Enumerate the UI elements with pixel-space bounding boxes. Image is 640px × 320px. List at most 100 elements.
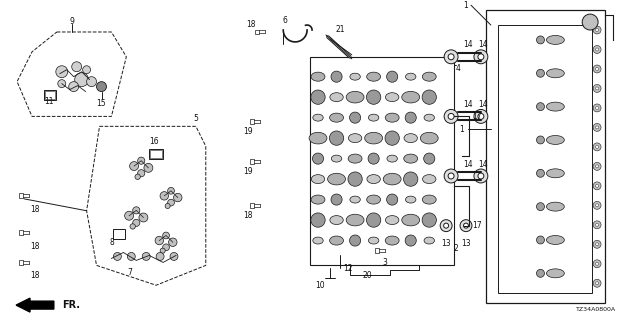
Circle shape [130, 162, 138, 171]
Circle shape [349, 112, 361, 123]
Text: TZ34A0800A: TZ34A0800A [576, 307, 616, 312]
Ellipse shape [424, 237, 435, 244]
Circle shape [331, 194, 342, 205]
Ellipse shape [385, 93, 399, 102]
Text: 14: 14 [463, 40, 473, 49]
Circle shape [596, 28, 598, 31]
Circle shape [367, 213, 381, 227]
Bar [310, 57, 454, 265]
Text: 8: 8 [109, 238, 114, 247]
Bar [19, 230, 23, 235]
Circle shape [474, 50, 488, 64]
Circle shape [132, 207, 140, 214]
Circle shape [596, 48, 598, 51]
Circle shape [448, 113, 454, 119]
Ellipse shape [420, 132, 438, 144]
Bar [486, 10, 605, 303]
Circle shape [474, 109, 488, 123]
Bar [374, 248, 379, 253]
Circle shape [368, 153, 379, 164]
Circle shape [536, 236, 545, 244]
Bar [498, 25, 592, 293]
Circle shape [75, 73, 88, 87]
Ellipse shape [311, 72, 325, 81]
Ellipse shape [311, 195, 325, 204]
Circle shape [536, 269, 545, 277]
Ellipse shape [328, 173, 346, 185]
Ellipse shape [385, 236, 399, 245]
Ellipse shape [422, 175, 436, 184]
Text: 6: 6 [283, 16, 287, 25]
Circle shape [596, 262, 598, 265]
Circle shape [596, 107, 598, 109]
Circle shape [163, 244, 170, 251]
Text: 5: 5 [193, 114, 198, 123]
Circle shape [444, 169, 458, 183]
Ellipse shape [547, 36, 564, 44]
Bar [19, 260, 23, 265]
Circle shape [404, 172, 418, 186]
Circle shape [536, 36, 545, 44]
Text: 13: 13 [442, 239, 451, 248]
Circle shape [422, 213, 436, 227]
Text: 17: 17 [472, 221, 481, 230]
Text: 15: 15 [97, 99, 106, 108]
Circle shape [596, 68, 598, 70]
Circle shape [349, 235, 361, 246]
Ellipse shape [332, 155, 342, 162]
Text: 14: 14 [463, 160, 473, 169]
Circle shape [593, 26, 601, 34]
Circle shape [444, 109, 458, 123]
Circle shape [130, 224, 136, 229]
Ellipse shape [330, 113, 344, 122]
Circle shape [596, 184, 598, 187]
Circle shape [474, 169, 488, 183]
Circle shape [596, 165, 598, 168]
Ellipse shape [547, 269, 564, 278]
Circle shape [168, 199, 175, 206]
Ellipse shape [309, 132, 327, 144]
Ellipse shape [367, 195, 381, 204]
Circle shape [139, 213, 148, 222]
Circle shape [536, 203, 545, 211]
Bar [250, 119, 255, 124]
Ellipse shape [547, 169, 564, 178]
Text: 14: 14 [478, 40, 488, 49]
Circle shape [127, 252, 135, 260]
Text: 3: 3 [382, 258, 387, 267]
Ellipse shape [547, 202, 564, 211]
Ellipse shape [348, 134, 362, 143]
Circle shape [58, 80, 66, 88]
Ellipse shape [330, 93, 343, 102]
Circle shape [387, 194, 397, 205]
Circle shape [385, 131, 399, 145]
Ellipse shape [350, 73, 360, 80]
Circle shape [593, 65, 601, 73]
Text: 10: 10 [315, 281, 325, 290]
Ellipse shape [547, 135, 564, 144]
Ellipse shape [402, 214, 420, 226]
Circle shape [593, 240, 601, 248]
Text: 18: 18 [243, 211, 252, 220]
Bar [44, 90, 56, 100]
Text: 18: 18 [30, 271, 40, 280]
Text: FR.: FR. [62, 300, 80, 310]
Circle shape [596, 126, 598, 129]
Ellipse shape [369, 237, 379, 244]
Circle shape [478, 173, 484, 179]
Circle shape [173, 193, 182, 202]
Circle shape [596, 145, 598, 148]
Circle shape [593, 279, 601, 287]
Circle shape [448, 173, 454, 179]
Circle shape [478, 113, 484, 119]
Bar [255, 29, 259, 35]
Circle shape [593, 124, 601, 132]
Text: 20: 20 [363, 271, 372, 280]
Circle shape [444, 223, 449, 228]
Text: 19: 19 [243, 127, 252, 136]
Ellipse shape [422, 72, 436, 81]
Circle shape [593, 84, 601, 92]
Ellipse shape [346, 91, 364, 103]
Circle shape [536, 169, 545, 177]
Circle shape [311, 213, 325, 227]
